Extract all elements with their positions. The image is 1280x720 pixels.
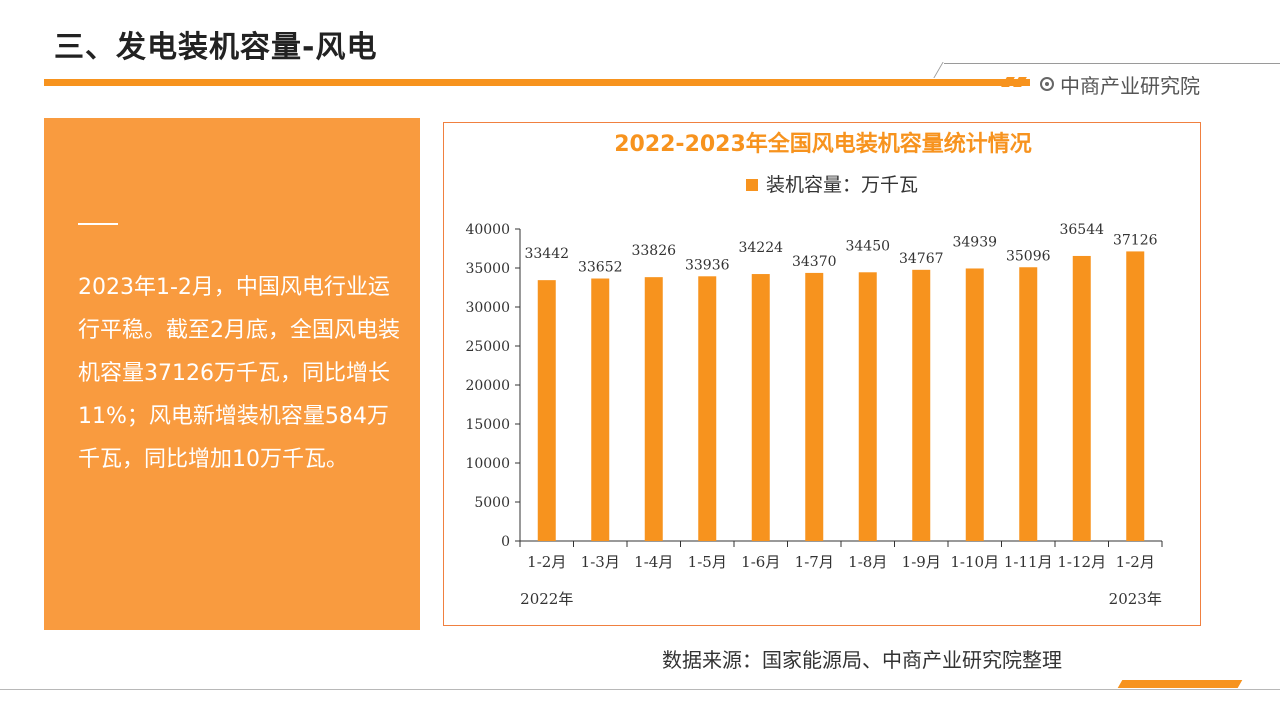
y-tick-label: 25000 bbox=[465, 339, 510, 355]
data-label: 34370 bbox=[792, 254, 837, 270]
data-label: 34939 bbox=[952, 234, 997, 250]
header-line bbox=[944, 63, 1280, 64]
y-tick-label: 0 bbox=[501, 534, 510, 550]
bar bbox=[805, 272, 824, 541]
x-tick-label: 1-4月 bbox=[634, 553, 673, 571]
page-title: 三、发电装机容量-风电 bbox=[54, 30, 378, 65]
x-tick-label: 1-5月 bbox=[688, 553, 727, 571]
x-tick-label: 1-6月 bbox=[741, 553, 780, 571]
bar bbox=[1126, 251, 1145, 541]
x-tick-label: 1-7月 bbox=[795, 553, 834, 571]
x-tick-label: 1-2月 bbox=[1116, 553, 1155, 571]
x-tick-label: 1-3月 bbox=[581, 553, 620, 571]
bar bbox=[1072, 255, 1091, 542]
legend-swatch bbox=[746, 179, 758, 191]
x-tick-label: 1-12月 bbox=[1057, 553, 1106, 571]
data-label: 34767 bbox=[899, 251, 944, 267]
y-tick-label: 5000 bbox=[474, 495, 510, 511]
y-tick-label: 15000 bbox=[465, 417, 510, 433]
bar bbox=[912, 269, 931, 541]
bar bbox=[698, 276, 717, 541]
x-tick-label: 1-9月 bbox=[902, 553, 941, 571]
chart-title: 2022-2023年全国风电装机容量统计情况 bbox=[614, 131, 1032, 157]
panel-divider bbox=[78, 223, 118, 225]
summary-text: 2023年1-2月，中国风电行业运行平稳。截至2月底，全国风电装机容量37126… bbox=[78, 275, 400, 472]
y-tick-label: 30000 bbox=[465, 300, 510, 316]
footer-accent bbox=[1117, 680, 1243, 688]
summary-panel: 2023年1-2月，中国风电行业运行平稳。截至2月底，全国风电装机容量37126… bbox=[44, 118, 420, 630]
x-tick-label: 1-2月 bbox=[527, 553, 566, 571]
y-tick-label: 20000 bbox=[465, 378, 510, 394]
data-label: 33652 bbox=[578, 260, 623, 276]
bar bbox=[751, 274, 770, 541]
bar bbox=[644, 277, 663, 541]
bar bbox=[858, 272, 877, 541]
data-label: 33826 bbox=[631, 243, 676, 259]
year-label: 2023年 bbox=[1109, 590, 1162, 608]
y-tick-label: 40000 bbox=[465, 222, 510, 238]
data-label: 33936 bbox=[685, 257, 730, 273]
data-label: 34450 bbox=[845, 238, 890, 254]
bar bbox=[965, 268, 984, 541]
footer-line bbox=[0, 689, 1280, 690]
chart-container: 2022-2023年全国风电装机容量统计情况装机容量：万千瓦 0 5000 10000… bbox=[443, 122, 1201, 626]
x-tick-label: 1-8月 bbox=[848, 553, 887, 571]
bar bbox=[591, 278, 610, 541]
header-slash bbox=[933, 62, 944, 78]
header-accent-bar bbox=[44, 79, 1030, 86]
data-label: 35096 bbox=[1006, 248, 1051, 264]
bar bbox=[537, 280, 556, 541]
x-tick-label: 1-10月 bbox=[950, 553, 999, 571]
y-tick-label: 35000 bbox=[465, 261, 510, 277]
data-source: 数据来源：国家能源局、中商产业研究院整理 bbox=[662, 648, 1062, 672]
y-tick-label: 10000 bbox=[465, 456, 510, 472]
data-label: 37126 bbox=[1113, 232, 1158, 248]
year-label: 2022年 bbox=[520, 590, 573, 608]
data-label: 34224 bbox=[738, 240, 783, 256]
bar bbox=[1019, 267, 1038, 541]
brand: 中商产业研究院 bbox=[1040, 70, 1200, 98]
x-tick-label: 1-11月 bbox=[1004, 553, 1053, 571]
data-label: 36544 bbox=[1059, 222, 1104, 238]
data-label: 33442 bbox=[524, 246, 569, 262]
brand-logo-icon bbox=[1040, 77, 1054, 91]
brand-name: 中商产业研究院 bbox=[1060, 73, 1200, 98]
legend-label: 装机容量：万千瓦 bbox=[766, 174, 918, 196]
